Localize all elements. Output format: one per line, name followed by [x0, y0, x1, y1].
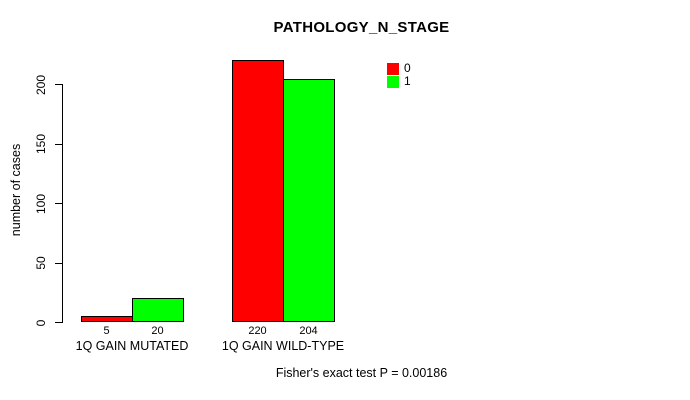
- y-tick-label: 0: [34, 319, 48, 326]
- y-tick-label: 200: [34, 74, 48, 95]
- y-axis-line: [62, 84, 63, 323]
- legend-label: 0: [404, 61, 411, 75]
- y-axis-tick: [55, 143, 62, 145]
- y-tick-label: 100: [34, 193, 48, 214]
- bar-value-label: 20: [151, 325, 164, 337]
- x-category-label: 1Q GAIN MUTATED: [75, 339, 189, 353]
- bar-1: [283, 79, 335, 322]
- legend-swatch: [387, 62, 399, 75]
- bar-value-label: 204: [299, 325, 318, 337]
- bar-0: [232, 60, 284, 322]
- bar-0: [81, 316, 133, 322]
- bar-value-label: 220: [248, 325, 267, 337]
- legend-swatch: [387, 75, 399, 88]
- x-category-label: 1Q GAIN WILD-TYPE: [221, 339, 345, 353]
- bar-1: [132, 298, 184, 322]
- y-axis-tick: [55, 322, 62, 323]
- y-axis-tick: [55, 262, 62, 264]
- bar-value-label: 5: [103, 325, 110, 337]
- y-axis-tick: [55, 203, 62, 204]
- y-axis-tick: [55, 84, 62, 85]
- legend-entry: 0: [387, 62, 411, 75]
- legend-label: 1: [404, 74, 411, 88]
- y-tick-label: 50: [34, 256, 48, 270]
- stat-annotation: Fisher's exact test P = 0.00186: [275, 366, 448, 380]
- legend-entry: 1: [387, 75, 411, 88]
- y-tick-label: 150: [34, 133, 48, 155]
- chart-title: PATHOLOGY_N_STAGE: [273, 19, 450, 36]
